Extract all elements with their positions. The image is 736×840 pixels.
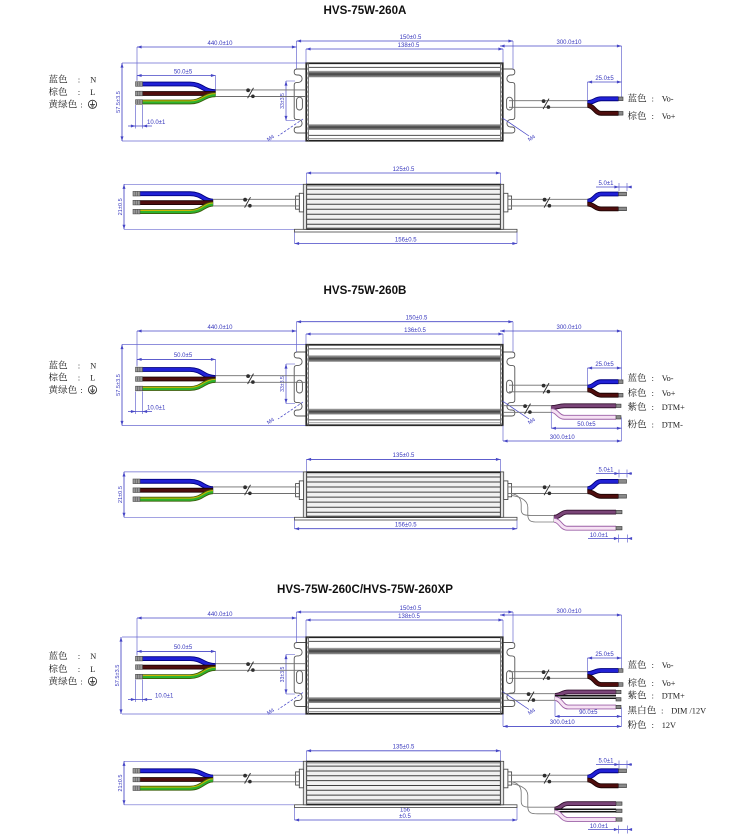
svg-text::: : bbox=[652, 679, 654, 688]
svg-text::: : bbox=[78, 362, 80, 371]
svg-text::: : bbox=[78, 665, 80, 674]
svg-text:M4: M4 bbox=[527, 134, 537, 143]
svg-text:DTM+: DTM+ bbox=[662, 692, 685, 701]
svg-text:135±0.5: 135±0.5 bbox=[393, 453, 415, 459]
svg-text::: : bbox=[652, 692, 654, 701]
svg-text:HVS-75W-260A: HVS-75W-260A bbox=[324, 4, 408, 17]
svg-text:5.0±1: 5.0±1 bbox=[599, 468, 615, 474]
svg-text:125±0.5: 125±0.5 bbox=[393, 167, 415, 173]
svg-text:150±0.5: 150±0.5 bbox=[406, 316, 428, 322]
svg-text:HVS-75W-260C/HVS-75W-260XP: HVS-75W-260C/HVS-75W-260XP bbox=[277, 583, 453, 596]
svg-text:5.0±1: 5.0±1 bbox=[599, 759, 615, 765]
svg-text::: : bbox=[80, 386, 82, 395]
svg-text:50.0±5: 50.0±5 bbox=[174, 353, 193, 359]
svg-text:M4: M4 bbox=[266, 417, 276, 426]
svg-text:10.0±1: 10.0±1 bbox=[590, 824, 609, 830]
svg-text:DIM /12V: DIM /12V bbox=[671, 707, 706, 716]
svg-text:Vo-: Vo- bbox=[662, 95, 674, 104]
svg-text:Vo+: Vo+ bbox=[662, 389, 676, 398]
svg-text:57.5±3.5: 57.5±3.5 bbox=[115, 665, 121, 687]
svg-text:136±0.5: 136±0.5 bbox=[404, 328, 426, 334]
svg-text::: : bbox=[652, 95, 654, 104]
svg-text:HVS-75W-260B: HVS-75W-260B bbox=[324, 284, 407, 297]
svg-text:150±0.5: 150±0.5 bbox=[400, 35, 422, 41]
svg-text::: : bbox=[78, 652, 80, 661]
svg-text:135±0.5: 135±0.5 bbox=[393, 745, 415, 751]
svg-text:90.0±5: 90.0±5 bbox=[579, 710, 598, 716]
svg-text:300.0±10: 300.0±10 bbox=[557, 40, 583, 46]
svg-text:21±0.5: 21±0.5 bbox=[118, 775, 124, 792]
svg-text:L: L bbox=[90, 88, 95, 97]
svg-text::: : bbox=[652, 112, 654, 121]
svg-text:L: L bbox=[90, 374, 95, 383]
svg-text:N: N bbox=[90, 652, 96, 661]
svg-text:10.0±1: 10.0±1 bbox=[590, 533, 609, 539]
svg-text:300.0±10: 300.0±10 bbox=[557, 609, 583, 615]
svg-text::: : bbox=[652, 389, 654, 398]
svg-text:25.0±5: 25.0±5 bbox=[595, 652, 614, 658]
svg-text::: : bbox=[80, 678, 82, 687]
svg-text::: : bbox=[661, 707, 663, 716]
svg-text::: : bbox=[652, 374, 654, 383]
svg-text:138±0.5: 138±0.5 bbox=[398, 43, 420, 49]
svg-text:33±3.5: 33±3.5 bbox=[280, 376, 286, 392]
svg-text:300.0±10: 300.0±10 bbox=[550, 435, 576, 441]
svg-text:N: N bbox=[90, 362, 96, 371]
svg-text:57.5±3.5: 57.5±3.5 bbox=[116, 374, 122, 396]
svg-text:156: 156 bbox=[400, 808, 411, 814]
svg-text:Vo-: Vo- bbox=[662, 374, 674, 383]
svg-text:DTM+: DTM+ bbox=[662, 403, 685, 412]
svg-text:10.0±1: 10.0±1 bbox=[147, 120, 166, 126]
svg-text:25.0±5: 25.0±5 bbox=[595, 362, 614, 368]
svg-text:50.0±5: 50.0±5 bbox=[174, 645, 193, 651]
svg-text:440.0±10: 440.0±10 bbox=[208, 612, 234, 618]
svg-text:21±0.5: 21±0.5 bbox=[118, 486, 124, 503]
svg-text:±0.5: ±0.5 bbox=[399, 814, 411, 820]
svg-text:DTM-: DTM- bbox=[662, 421, 683, 430]
svg-text:Vo+: Vo+ bbox=[662, 679, 676, 688]
svg-text:300.0±10: 300.0±10 bbox=[550, 720, 576, 726]
svg-text:57.5±3.5: 57.5±3.5 bbox=[116, 91, 122, 113]
svg-text:L: L bbox=[90, 665, 95, 674]
svg-text:5.0±1: 5.0±1 bbox=[599, 181, 615, 187]
svg-text:12V: 12V bbox=[662, 721, 676, 730]
svg-text::: : bbox=[80, 101, 82, 110]
svg-text::: : bbox=[652, 721, 654, 730]
svg-text:M4: M4 bbox=[266, 708, 276, 717]
svg-text:M4: M4 bbox=[527, 417, 537, 426]
svg-text::: : bbox=[652, 421, 654, 430]
svg-text:10.0±1: 10.0±1 bbox=[147, 406, 166, 412]
svg-text:Vo+: Vo+ bbox=[662, 112, 676, 121]
svg-text:138±0.5: 138±0.5 bbox=[398, 614, 420, 620]
svg-text::: : bbox=[78, 76, 80, 85]
svg-text:156±0.5: 156±0.5 bbox=[395, 237, 417, 243]
svg-text:33±3.5: 33±3.5 bbox=[280, 93, 286, 109]
svg-text:440.0±10: 440.0±10 bbox=[208, 325, 234, 331]
svg-text:33±3.5: 33±3.5 bbox=[280, 666, 286, 682]
svg-text::: : bbox=[78, 374, 80, 383]
svg-text::: : bbox=[78, 88, 80, 97]
svg-text:156±0.5: 156±0.5 bbox=[395, 523, 417, 529]
svg-text:N: N bbox=[90, 76, 96, 85]
svg-text:M4: M4 bbox=[527, 708, 537, 717]
svg-text::: : bbox=[652, 661, 654, 670]
svg-text:300.0±10: 300.0±10 bbox=[557, 325, 583, 331]
svg-text:150±0.5: 150±0.5 bbox=[400, 606, 422, 612]
svg-text:50.0±5: 50.0±5 bbox=[174, 69, 193, 75]
svg-text:50.0±5: 50.0±5 bbox=[577, 422, 596, 428]
svg-text:25.0±5: 25.0±5 bbox=[595, 76, 614, 82]
svg-text:10.0±1: 10.0±1 bbox=[155, 694, 174, 700]
svg-text:440.0±10: 440.0±10 bbox=[208, 41, 234, 47]
svg-text:M4: M4 bbox=[266, 134, 276, 143]
svg-text:Vo-: Vo- bbox=[662, 661, 674, 670]
svg-text:21±0.5: 21±0.5 bbox=[118, 198, 124, 215]
svg-text::: : bbox=[652, 403, 654, 412]
